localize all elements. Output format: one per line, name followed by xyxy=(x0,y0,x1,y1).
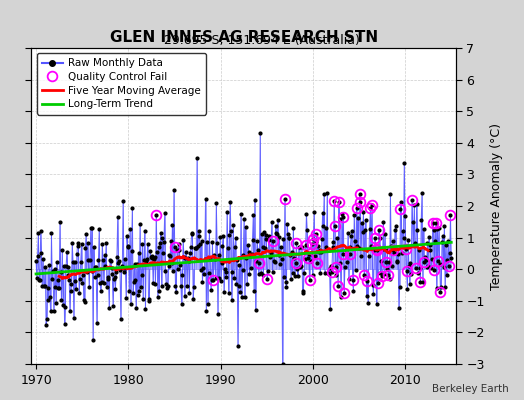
Y-axis label: Temperature Anomaly (°C): Temperature Anomaly (°C) xyxy=(490,122,503,290)
Title: GLEN INNES AG RESEARCH STN: GLEN INNES AG RESEARCH STN xyxy=(110,30,378,46)
Text: 29.695 S, 151.694 E (Australia): 29.695 S, 151.694 E (Australia) xyxy=(164,34,360,47)
Text: Berkeley Earth: Berkeley Earth xyxy=(432,384,508,394)
Legend: Raw Monthly Data, Quality Control Fail, Five Year Moving Average, Long-Term Tren: Raw Monthly Data, Quality Control Fail, … xyxy=(37,53,206,114)
